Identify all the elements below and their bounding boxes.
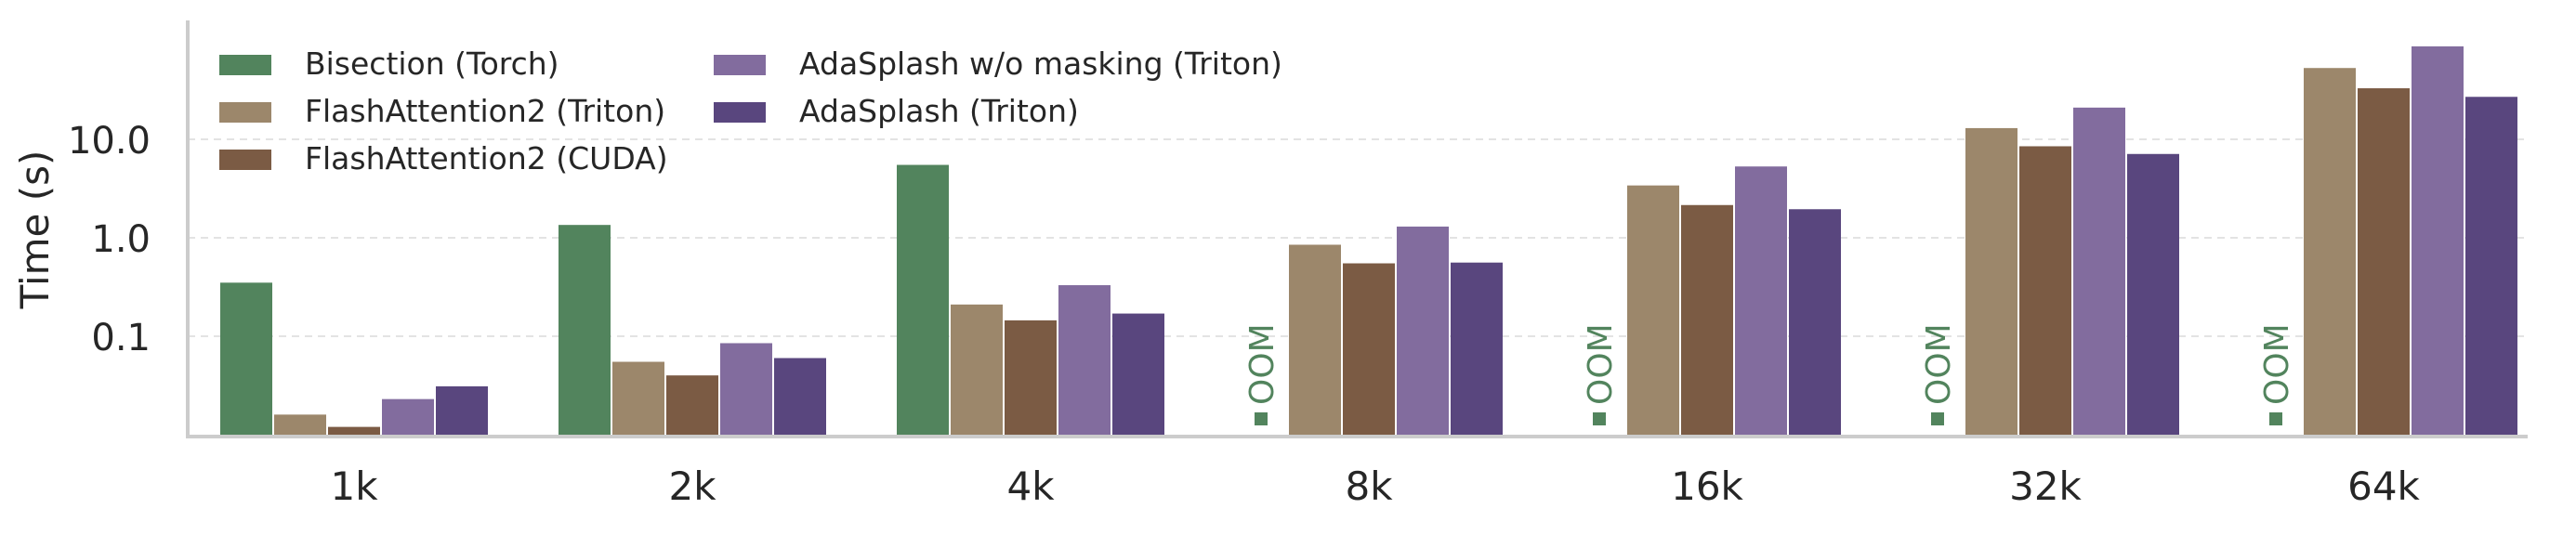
legend-label: FlashAttention2 (CUDA)	[305, 140, 668, 176]
bar	[1397, 226, 1449, 435]
bar	[1789, 209, 1841, 435]
oom-label: OOM	[1243, 323, 1281, 405]
legend-swatch	[714, 102, 766, 123]
bar	[2073, 107, 2125, 435]
oom-marker	[1255, 412, 1268, 425]
legend-swatch	[219, 55, 271, 75]
bar	[720, 343, 772, 435]
bar	[2412, 46, 2464, 436]
legend-swatch	[219, 102, 271, 123]
bar	[436, 385, 488, 435]
y-tick-label: 10.0	[68, 120, 151, 163]
y-tick-label: 0.1	[91, 317, 151, 359]
bar	[559, 225, 611, 435]
x-tick-label: 8k	[1345, 463, 1393, 509]
oom-label: OOM	[1920, 323, 1958, 405]
bar	[328, 426, 380, 435]
bar	[1965, 127, 2017, 435]
x-tick-label: 2k	[668, 463, 716, 509]
oom-marker	[2269, 412, 2282, 425]
bar	[274, 414, 326, 435]
x-tick-label: 64k	[2347, 463, 2420, 509]
legend-label: FlashAttention2 (Triton)	[305, 93, 665, 129]
y-tick-label: 1.0	[91, 218, 151, 261]
bar	[2304, 68, 2356, 436]
bar	[382, 398, 434, 435]
axes	[186, 20, 2528, 438]
bar	[1289, 244, 1341, 435]
bar	[2358, 88, 2410, 435]
legend-swatch	[714, 55, 766, 75]
bar	[1451, 262, 1503, 435]
bar	[1627, 185, 1679, 435]
bar	[666, 375, 718, 435]
legend-label: AdaSplash (Triton)	[799, 93, 1079, 129]
bar	[1058, 285, 1111, 435]
y-tick-labels: 0.1 1.0 10.0	[68, 120, 151, 359]
bar	[2019, 146, 2071, 435]
x-tick-label: 32k	[2009, 463, 2082, 509]
bar	[1005, 320, 1057, 435]
bar	[1112, 313, 1164, 435]
bar	[1343, 263, 1395, 435]
x-tick-label: 4k	[1006, 463, 1055, 509]
bar	[2465, 97, 2517, 435]
legend-label: Bisection (Torch)	[305, 46, 559, 82]
bar	[220, 282, 272, 435]
bar	[774, 358, 826, 435]
bars-group	[220, 46, 2517, 436]
bar	[612, 361, 664, 435]
oom-marker	[1931, 412, 1944, 425]
x-tick-label: 1k	[330, 463, 378, 509]
bar	[1735, 166, 1787, 436]
legend-swatch	[219, 150, 271, 170]
x-tick-labels: 1k 2k 4k 8k 16k 32k 64k	[330, 463, 2420, 509]
bar	[951, 304, 1003, 435]
y-axis-label: Time (s)	[12, 150, 58, 310]
bar	[897, 164, 949, 436]
oom-markers: OOM OOM OOM OOM	[1243, 323, 2296, 425]
legend: Bisection (Torch) FlashAttention2 (Triton…	[219, 46, 1282, 176]
oom-marker	[1593, 412, 1606, 425]
bar	[1681, 204, 1733, 435]
legend-label: AdaSplash w/o masking (Triton)	[799, 46, 1282, 82]
x-tick-label: 16k	[1671, 463, 1743, 509]
oom-label: OOM	[1582, 323, 1620, 405]
bar	[2127, 153, 2179, 436]
oom-label: OOM	[2258, 323, 2296, 405]
